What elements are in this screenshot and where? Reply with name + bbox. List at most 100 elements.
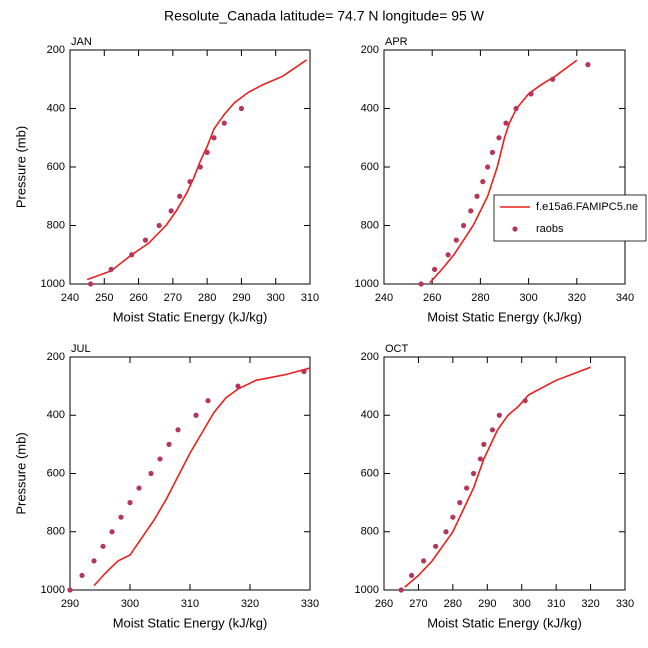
y-tick-label: 200	[361, 351, 379, 363]
x-tick-label: 270	[409, 598, 427, 610]
obs-marker	[187, 179, 193, 185]
obs-marker	[481, 441, 487, 447]
y-tick-label: 400	[47, 409, 65, 421]
y-tick-label: 1000	[355, 584, 379, 596]
obs-marker	[204, 149, 210, 155]
x-tick-label: 320	[568, 292, 586, 304]
obs-marker	[522, 398, 528, 404]
y-tick-label: 800	[47, 219, 65, 231]
x-tick-label: 280	[198, 292, 216, 304]
y-tick-label: 1000	[355, 278, 379, 290]
obs-marker	[79, 572, 85, 579]
y-tick-label: 200	[361, 44, 379, 56]
obs-marker	[489, 427, 496, 433]
y-tick-label: 200	[47, 44, 65, 56]
obs-marker	[420, 558, 427, 564]
obs-marker	[585, 62, 591, 68]
obs-marker	[408, 572, 415, 579]
obs-marker	[177, 193, 183, 199]
x-tick-label: 310	[301, 292, 319, 304]
x-tick-label: 310	[547, 598, 565, 610]
model-line	[86, 59, 308, 281]
x-axis-label: Moist Static Energy (kJ/kg)	[427, 615, 582, 630]
obs-marker	[118, 514, 124, 520]
obs-marker	[485, 164, 491, 170]
obs-marker	[443, 529, 449, 535]
obs-marker	[468, 208, 474, 214]
panel-title: JUL	[71, 343, 91, 355]
panel-title: APR	[385, 36, 408, 48]
obs-marker	[157, 456, 163, 462]
x-tick-label: 260	[423, 292, 441, 304]
model-line	[404, 366, 591, 588]
y-tick-label: 600	[47, 467, 65, 479]
y-tick-label: 800	[361, 219, 379, 231]
obs-marker	[432, 266, 438, 272]
obs-marker	[489, 149, 496, 155]
obs-marker	[67, 587, 73, 593]
x-tick-label: 300	[267, 292, 285, 304]
x-tick-label: 320	[241, 598, 259, 610]
obs-marker	[197, 164, 203, 170]
model-line	[429, 59, 578, 284]
obs-marker	[156, 222, 162, 229]
obs-marker	[480, 179, 486, 185]
obs-marker	[474, 193, 480, 199]
obs-marker	[238, 105, 245, 112]
obs-marker	[464, 485, 470, 491]
obs-marker	[108, 266, 114, 272]
x-tick-label: 260	[375, 598, 393, 610]
figure-title: Resolute_Canada latitude= 74.7 N longitu…	[164, 8, 485, 24]
plot-frame	[69, 356, 311, 591]
plot-frame	[383, 356, 626, 591]
y-axis-label: Pressure (mb)	[13, 126, 28, 208]
plot-frame	[69, 49, 311, 285]
obs-marker	[301, 368, 307, 375]
legend-label: f.e15a6.FAMIPC5.ne	[536, 201, 638, 213]
legend: f.e15a6.FAMIPC5.ne raobs	[493, 194, 647, 242]
x-tick-label: 270	[164, 292, 182, 304]
obs-marker	[168, 208, 174, 214]
y-tick-label: 400	[361, 102, 379, 114]
x-axis-label: Moist Static Energy (kJ/kg)	[113, 615, 268, 630]
x-axis-label: Moist Static Energy (kJ/kg)	[113, 309, 268, 324]
y-tick-label: 800	[47, 526, 65, 538]
obs-marker	[496, 412, 502, 418]
obs-marker	[100, 543, 106, 549]
obs-marker	[129, 252, 135, 258]
obs-marker	[453, 237, 459, 243]
obs-marker	[513, 105, 519, 112]
x-tick-label: 240	[375, 292, 393, 304]
x-tick-label: 280	[471, 292, 489, 304]
obs-marker	[550, 76, 556, 82]
obs-marker	[142, 237, 149, 243]
obs-marker	[127, 500, 133, 506]
obs-marker	[221, 120, 227, 126]
x-tick-label: 330	[301, 598, 319, 610]
obs-marker	[91, 558, 97, 564]
obs-marker	[433, 543, 439, 549]
obs-marker	[450, 514, 456, 520]
x-tick-label: 260	[129, 292, 147, 304]
obs-marker	[398, 587, 404, 593]
obs-marker	[528, 91, 534, 97]
obs-marker	[166, 441, 172, 447]
y-tick-label: 400	[47, 102, 65, 114]
obs-marker	[136, 485, 142, 491]
obs-marker	[418, 281, 424, 287]
y-tick-label: 1000	[41, 278, 65, 290]
obs-marker	[477, 456, 483, 462]
y-tick-label: 600	[361, 161, 379, 173]
obs-marker	[445, 252, 451, 258]
obs-marker	[205, 398, 211, 404]
x-tick-label: 300	[513, 598, 531, 610]
obs-marker	[211, 135, 217, 141]
obs-marker	[193, 412, 199, 418]
x-tick-label: 280	[444, 598, 462, 610]
x-tick-label: 330	[616, 598, 634, 610]
x-tick-label: 240	[61, 292, 79, 304]
y-tick-label: 200	[47, 351, 65, 363]
obs-marker	[109, 529, 115, 535]
obs-marker	[235, 383, 241, 389]
x-tick-label: 290	[232, 292, 250, 304]
